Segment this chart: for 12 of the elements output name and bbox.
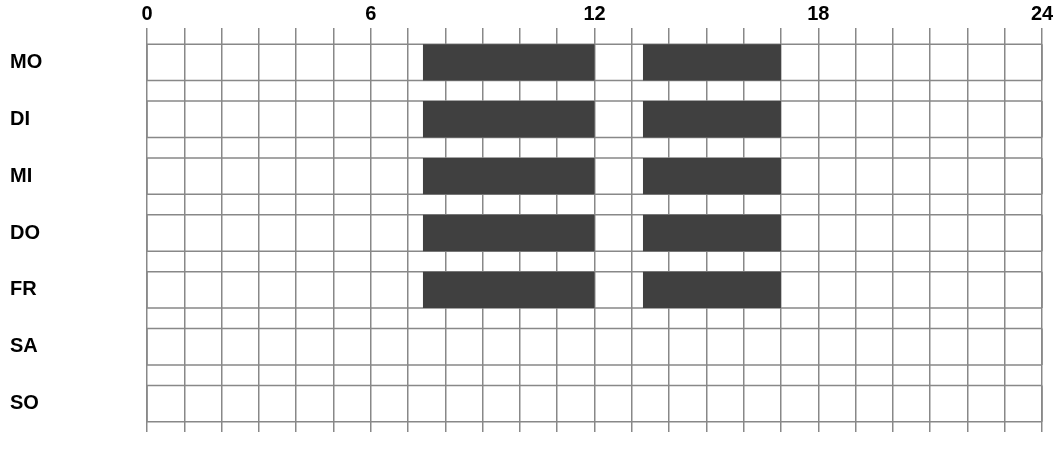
y-tick-label: FR — [10, 277, 38, 300]
y-tick-label: MI — [10, 163, 33, 186]
y-tick-label: DI — [10, 106, 30, 129]
y-tick-label: SO — [10, 391, 39, 414]
y-tick-label: MO — [10, 49, 43, 72]
x-tick-label: 6 — [365, 1, 377, 24]
x-tick-label: 24 — [1030, 1, 1054, 24]
y-tick-label: SA — [10, 334, 38, 357]
y-tick-label: DO — [10, 220, 40, 243]
x-tick-label: 0 — [141, 1, 153, 24]
x-tick-label: 12 — [583, 1, 606, 24]
x-tick-label: 18 — [807, 1, 830, 24]
